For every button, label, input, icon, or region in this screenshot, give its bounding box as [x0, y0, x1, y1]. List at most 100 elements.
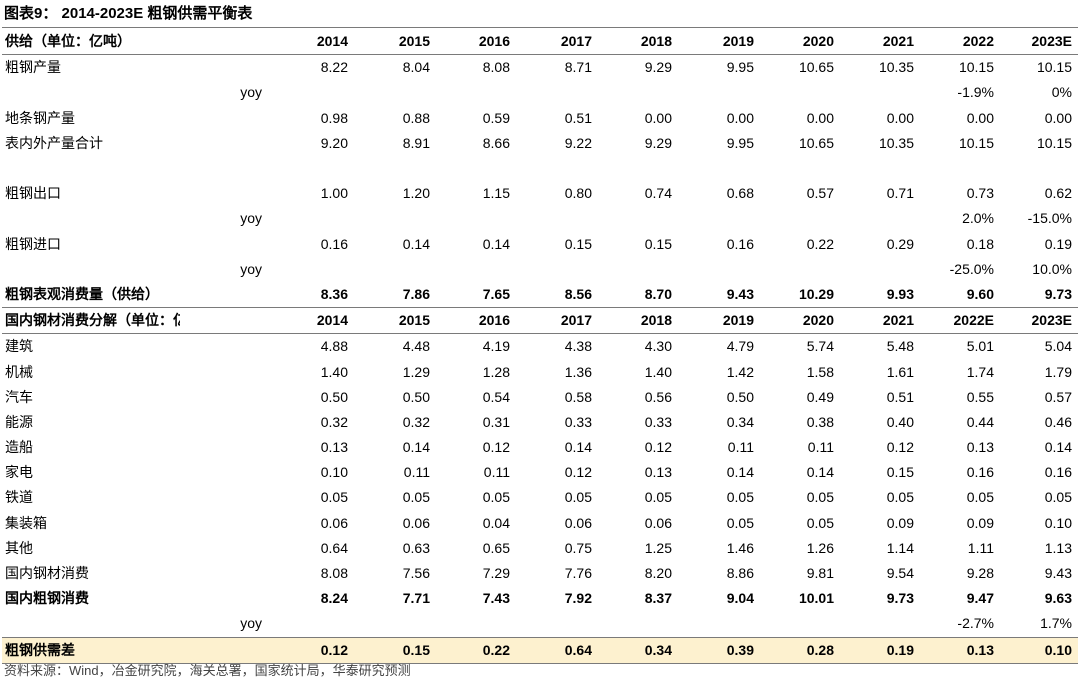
table-cell	[274, 257, 354, 282]
table-cell: 0.16	[966, 464, 994, 481]
table-cell: 2017	[516, 307, 598, 334]
table-row: 建筑 4.88 4.48 4.19 4.38 4.30 4.79 5.74 5.48 5.01 5.…	[2, 334, 1078, 360]
row-sublabel	[180, 586, 274, 611]
table-cell: 8.91	[402, 134, 430, 151]
table-cell: 8.70	[644, 285, 672, 302]
table-row: 粗钢供需差 0.12 0.15 0.22 0.64 0.34 0.39 0.28 0.19 0.1…	[2, 637, 1078, 664]
table-cell: 2.0%	[962, 210, 994, 227]
table-cell: 0.73	[966, 185, 994, 202]
table-cell: 0.62	[1044, 185, 1072, 202]
table-row: yoy -1.9% 0%	[2, 80, 1078, 105]
table-cell: 0.68	[726, 185, 754, 202]
table-cell	[436, 80, 516, 105]
row-label: 国内粗钢消费	[5, 590, 89, 607]
table-cell: 0.05	[726, 489, 754, 506]
table-cell: 10.15	[1036, 134, 1072, 151]
row-sublabel	[180, 359, 274, 384]
table-cell: 0.13	[920, 637, 1000, 664]
table-cell: 7.65	[482, 285, 510, 302]
table-cell: 0.00	[966, 109, 994, 126]
table-cell: 0.10	[320, 464, 348, 481]
table-row: 汽车 0.50 0.50 0.54 0.58 0.56 0.50 0.49 0.51 0.55 0.…	[2, 385, 1078, 410]
row-label	[2, 611, 180, 637]
table-cell: -15.0%	[1027, 210, 1072, 227]
table-cell	[436, 611, 516, 637]
table-row: 粗钢进口 0.16 0.14 0.14 0.15 0.15 0.16 0.22 0.29 0.18…	[2, 232, 1078, 257]
table-cell: 0.15	[644, 235, 672, 252]
table-cell: 0.50	[726, 388, 754, 405]
table-cell	[678, 611, 760, 637]
table-cell: 5.48	[886, 338, 914, 355]
table-cell: 9.93	[886, 285, 914, 302]
table-cell: 0.12	[564, 464, 592, 481]
table-cell: 0.55	[966, 388, 994, 405]
table-cell: 0.06	[644, 514, 672, 531]
table-cell: 0.05	[966, 489, 994, 506]
table-cell: 0.14	[564, 439, 592, 456]
table-cell: -25.0%	[949, 260, 994, 277]
table-cell: 2020	[760, 29, 840, 55]
table-cell	[354, 80, 436, 105]
table-cell	[598, 206, 678, 231]
row-sublabel	[180, 106, 274, 131]
row-label: 国内钢材消费分解（单位：亿吨）	[2, 307, 180, 334]
table-cell: 8.71	[564, 59, 592, 76]
table-cell: 0.05	[320, 489, 348, 506]
table-row: 集装箱 0.06 0.06 0.04 0.06 0.06 0.05 0.05 0.09 0.09 0…	[2, 511, 1078, 536]
table-cell: 8.22	[320, 59, 348, 76]
table-cell: 0.15	[564, 235, 592, 252]
table-cell: 0.12	[886, 439, 914, 456]
table-row: 造船 0.13 0.14 0.12 0.14 0.12 0.11 0.11 0.12 0.13 0.…	[2, 435, 1078, 460]
table-cell: 0.10	[1000, 637, 1078, 664]
table-cell: 0.19	[840, 637, 920, 664]
table-cell: 2014	[274, 307, 354, 334]
row-label: 粗钢进口	[5, 235, 61, 252]
table-cell	[598, 156, 678, 181]
table-cell: 5.74	[806, 338, 834, 355]
table-cell: 1.25	[644, 539, 672, 556]
table-cell	[516, 257, 598, 282]
table-cell: 7.76	[564, 565, 592, 582]
table-cell: 0.14	[402, 439, 430, 456]
table-cell	[840, 206, 920, 231]
table-cell: 0.54	[482, 388, 510, 405]
table-cell	[678, 80, 760, 105]
table-cell: 2021	[840, 307, 920, 334]
table-cell: 7.56	[402, 565, 430, 582]
table-cell: 4.88	[320, 338, 348, 355]
table-cell: 0.15	[886, 464, 914, 481]
table-cell: 9.73	[886, 590, 914, 607]
table-cell: 0.34	[598, 637, 678, 664]
table-cell: 8.66	[482, 134, 510, 151]
table-cell: 4.30	[644, 338, 672, 355]
table-row: 国内粗钢消费 8.24 7.71 7.43 7.92 8.37 9.04 10.01 9.73 9…	[2, 586, 1078, 611]
table-cell	[840, 611, 920, 637]
table-cell: 7.43	[482, 590, 510, 607]
row-label: 粗钢产量	[5, 59, 61, 76]
table-row: 国内钢材消费分解（单位：亿吨）2014201520162017201820192…	[2, 307, 1078, 334]
table-cell: 0.88	[402, 109, 430, 126]
table-cell: 0.33	[564, 413, 592, 430]
table-cell: 0.00	[886, 109, 914, 126]
table-cell: 9.95	[726, 134, 754, 151]
table-cell: 0.05	[726, 514, 754, 531]
row-sublabel	[180, 410, 274, 435]
row-sublabel	[180, 55, 274, 81]
table-cell	[760, 611, 840, 637]
table-cell: 0.14	[806, 464, 834, 481]
table-cell: 0.51	[564, 109, 592, 126]
table-cell: 8.20	[644, 565, 672, 582]
row-label: 粗钢表观消费量（供给）	[5, 285, 159, 302]
table-cell: 10.29	[798, 285, 834, 302]
table-cell	[920, 156, 1000, 181]
table-cell: 1.46	[726, 539, 754, 556]
row-label: 供给（单位：亿吨）	[2, 29, 180, 55]
row-sublabel	[180, 156, 274, 181]
row-label: 能源	[5, 413, 33, 430]
table-cell: 0.13	[966, 439, 994, 456]
table-cell: 9.04	[726, 590, 754, 607]
row-sublabel	[180, 460, 274, 485]
table-cell: 2023E	[1000, 307, 1078, 334]
table-cell: 8.56	[564, 285, 592, 302]
table-cell: 0.14	[482, 235, 510, 252]
